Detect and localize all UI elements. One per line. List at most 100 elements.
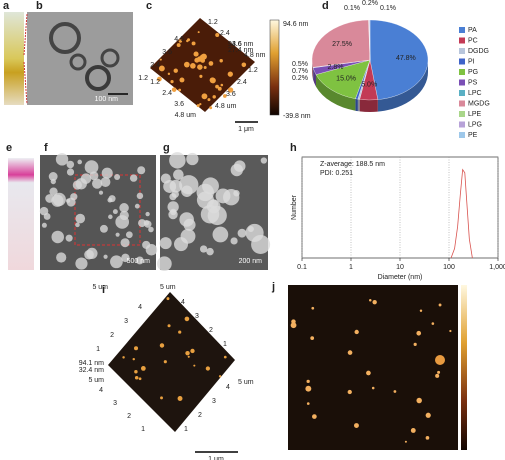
axis-label: 1 [141,426,145,433]
afm-feature [218,375,222,378]
scale-label: 1 μm [238,126,254,133]
legend-swatch [459,27,465,33]
afm-feature [219,59,223,63]
afm-feature [310,336,315,341]
corner-label: 5 um [92,284,108,291]
afm-feature [215,33,220,38]
particle [233,160,246,172]
annotation: Z-average: 188.5 nm [320,161,385,168]
axis-label: 3 [113,400,117,407]
height-label: 32.4 nm [79,367,104,374]
afm-feature [404,440,407,443]
value-label: 0.2% [292,75,308,82]
particle [138,219,147,228]
pie-side [315,74,356,111]
afm-feature [203,66,207,70]
afm-feature [306,402,310,405]
scale-label: 1 μm [208,456,224,460]
color-bar-min: -39.8 nm [283,113,311,120]
particle [51,230,64,244]
axis-label: 4 [226,384,230,391]
pie-side [313,67,316,87]
axis-label: 4.8 nm [244,52,266,59]
value-label: 27.5% [332,41,352,48]
particle [119,203,129,213]
axis-label: 2.4 [237,79,247,86]
afm-feature [159,58,162,61]
value-label: 47.8% [396,55,416,62]
afm-feature [227,71,233,77]
particle [115,232,120,237]
afm-feature [435,355,445,365]
legend-label: LPE [468,111,482,118]
afm-surface [150,18,255,112]
panel-label: a [3,0,10,12]
axis-label: 2 [127,413,131,420]
pie-slice [315,59,371,99]
panel-label: j [271,281,275,293]
particle [186,152,199,166]
axis-label: 1.2 [138,75,148,82]
particle [75,257,88,270]
legend-label: LPG [468,121,482,128]
afm-feature [197,64,203,70]
particle [119,210,129,221]
particle [75,213,86,224]
afm-feature [369,299,372,302]
value-label: 5.0% [361,82,377,89]
axis-label: 3 [195,313,199,320]
axis-label: 4 [138,304,142,311]
x-tick-label: 1,000 [489,264,505,271]
afm-feature [223,94,227,98]
axis-label: 3 [212,398,216,405]
data-line [450,168,473,259]
afm-feature [190,63,196,69]
particle [145,244,158,256]
particle [148,226,154,233]
particle [121,253,130,263]
afm-feature [207,98,211,102]
particle [84,249,94,260]
afm-feature [191,41,196,46]
afm-feature [193,51,199,57]
height-label: 94.1 nm [79,360,104,367]
particle [77,159,83,165]
afm-feature [212,95,216,99]
afm-feature [347,350,353,355]
pie-side [355,98,358,112]
afm-surface [108,292,235,432]
particle [39,206,49,216]
particle [160,173,171,184]
particle [202,177,219,195]
afm-feature [290,322,297,329]
particle [134,203,140,209]
afm-feature [178,88,182,92]
afm-feature [241,62,247,68]
axis-label: 4 [99,387,103,394]
afm-feature [178,330,182,334]
legend-swatch [459,111,465,117]
particle [135,256,144,265]
particle [173,169,184,181]
axis-label: 3.6 [232,41,242,48]
value-label: 0.2% [362,0,378,7]
y-axis-title: Number [291,194,298,220]
afm-feature [425,436,430,440]
particle [212,226,229,243]
legend-label: PC [468,37,478,44]
axis-label: 3.6 [226,91,236,98]
afm-feature [166,297,170,301]
zoom-line [23,13,28,56]
legend-swatch [459,121,465,128]
axis-label: 4.8 um [175,112,197,119]
afm-feature [163,360,167,364]
particle [49,187,58,196]
axis-label: 1 [184,426,188,433]
panel-label: i [102,284,105,296]
particle [179,212,194,227]
afm-feature [122,356,125,359]
afm-feature [220,83,224,87]
particle [92,178,103,189]
afm-feature [134,375,139,380]
legend-swatch [459,79,465,86]
